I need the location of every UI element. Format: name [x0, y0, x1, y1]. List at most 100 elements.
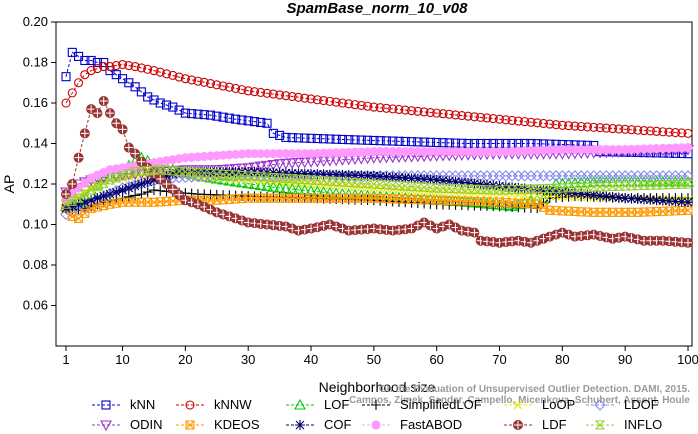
- data-point-cof: [595, 190, 606, 201]
- data-point-knn: [413, 137, 423, 147]
- data-point-knn: [388, 136, 398, 146]
- data-point-ldf: [79, 128, 90, 139]
- data-point-knn: [86, 55, 96, 66]
- x-axis-label: Neighborhood size: [319, 379, 436, 395]
- data-point-knnw: [231, 83, 241, 93]
- data-point-knnw: [608, 123, 618, 134]
- data-point-cof: [218, 166, 229, 177]
- y-tick-label: 0.16: [23, 95, 48, 110]
- series-line-inflo: [65, 169, 689, 205]
- data-point-knn: [199, 110, 209, 120]
- data-point-knn: [356, 135, 366, 145]
- data-point-cof: [456, 177, 467, 188]
- data-point-knn: [249, 117, 260, 127]
- data-point-knnw: [105, 62, 115, 72]
- data-point-ldf: [92, 108, 103, 119]
- data-point-knnw: [350, 100, 360, 110]
- data-point-cof: [324, 169, 335, 180]
- data-point-knnw: [375, 103, 385, 113]
- data-point-inflo: [657, 180, 669, 190]
- data-point-cof: [419, 174, 430, 185]
- data-point-knn: [394, 136, 404, 146]
- data-point-simplifiedlof: [142, 187, 153, 198]
- data-point-knnw: [507, 115, 517, 125]
- data-point-lof: [575, 176, 588, 188]
- data-point-cof: [481, 179, 492, 190]
- data-point-knn: [237, 115, 247, 125]
- legend-label-loop: LoOP: [542, 397, 575, 412]
- data-point-fastabod: [683, 143, 693, 153]
- data-point-knnw: [243, 86, 253, 96]
- data-point-inflo: [129, 167, 141, 177]
- data-point-odin: [261, 160, 273, 172]
- credit-text: On the Evaluation of Unsupervised Outlie…: [349, 384, 690, 406]
- data-point-knnw: [281, 91, 291, 101]
- data-point-ldf: [104, 108, 115, 119]
- data-point-knnw: [614, 124, 624, 134]
- data-point-knnw: [626, 125, 637, 135]
- data-point-cof: [280, 168, 291, 179]
- data-point-cof: [683, 197, 693, 208]
- data-point-knn: [218, 112, 228, 122]
- data-point-knnw: [306, 94, 316, 104]
- data-point-inflo: [607, 181, 618, 191]
- data-point-knn: [300, 133, 310, 143]
- data-point-knnw: [143, 64, 153, 74]
- data-point-odin: [273, 159, 286, 170]
- data-point-knnw: [161, 69, 172, 79]
- data-point-knnw: [92, 64, 102, 74]
- data-point-cof: [613, 192, 624, 203]
- data-point-knnw: [193, 76, 203, 86]
- y-tick-label: 0.18: [23, 55, 48, 70]
- data-point-knnw: [388, 104, 398, 114]
- data-point-knnw: [394, 104, 404, 115]
- data-point-cof: [670, 196, 681, 207]
- data-point-inflo: [500, 185, 512, 195]
- data-point-knn: [312, 134, 322, 144]
- data-point-ldf: [167, 184, 178, 195]
- data-point-knnw: [262, 88, 272, 98]
- legend-marker-kdeos: [185, 420, 195, 430]
- data-point-knnw: [268, 89, 278, 99]
- data-point-cof: [67, 201, 78, 212]
- data-point-ldf: [98, 95, 109, 106]
- data-point-knn: [350, 135, 360, 145]
- data-point-cof: [393, 172, 404, 183]
- data-point-cof: [73, 199, 84, 210]
- data-point-knnw: [494, 114, 505, 124]
- legend-label-cof: COF: [324, 417, 352, 432]
- series-line-knnw: [65, 63, 689, 134]
- legend-item-knnw: kNNW: [176, 397, 252, 412]
- data-point-knnw: [538, 118, 549, 129]
- data-point-cof: [375, 171, 386, 182]
- data-point-cof: [576, 188, 587, 199]
- y-tick-label: 0.06: [23, 298, 48, 313]
- data-point-simplifiedlof: [155, 185, 166, 196]
- data-point-cof: [268, 167, 279, 178]
- data-point-odin: [286, 158, 299, 170]
- data-point-inflo: [670, 179, 681, 189]
- data-point-knn: [275, 130, 285, 140]
- data-point-cof: [287, 168, 298, 179]
- data-point-cof: [86, 195, 97, 206]
- data-point-odin: [254, 161, 267, 173]
- data-point-inflo: [563, 183, 574, 193]
- data-point-cof: [544, 185, 555, 196]
- data-point-cof: [161, 170, 172, 181]
- x-tick-label: 40: [304, 352, 318, 367]
- legend-label-simplifiedlof: SimplifiedLOF: [400, 397, 482, 412]
- x-tick-label: 30: [241, 352, 255, 367]
- data-point-cof: [664, 196, 675, 207]
- data-point-inflo: [79, 189, 91, 199]
- data-point-cof: [469, 178, 480, 189]
- data-point-inflo: [92, 182, 103, 192]
- data-point-inflo: [513, 184, 524, 195]
- data-point-ldf: [73, 152, 84, 163]
- data-point-knnw: [224, 82, 234, 92]
- legend-item-knn: kNN: [92, 397, 155, 412]
- data-point-knn: [205, 110, 216, 120]
- data-point-knnw: [407, 106, 417, 116]
- data-point-inflo: [651, 180, 662, 190]
- data-point-knn: [61, 72, 71, 82]
- data-point-cof: [104, 189, 115, 200]
